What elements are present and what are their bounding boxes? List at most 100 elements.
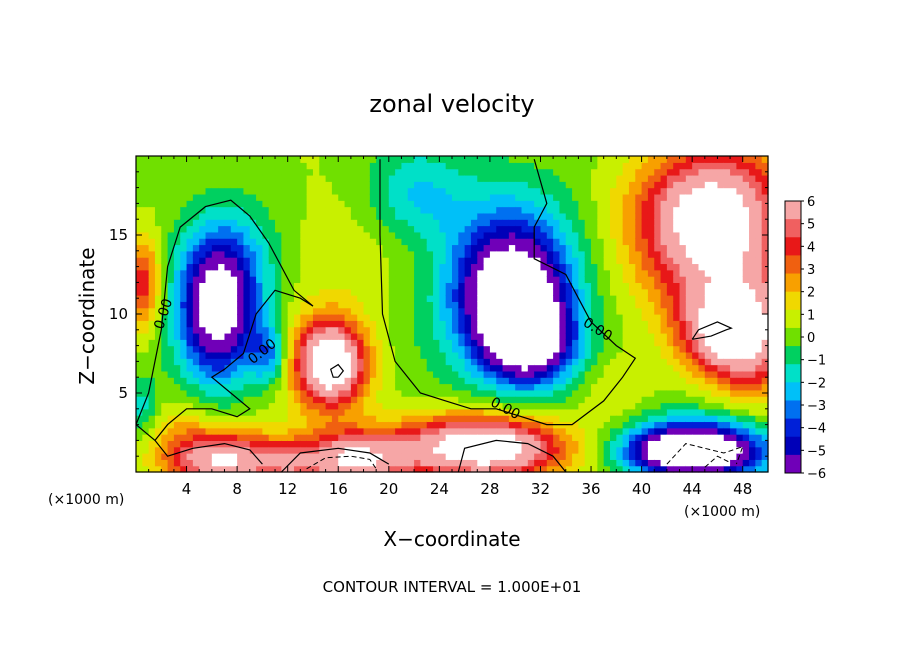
heatmap-cell: [692, 288, 700, 296]
heatmap-cell: [376, 257, 384, 265]
heatmap-cell: [616, 434, 624, 441]
heatmap-cell: [534, 326, 542, 334]
heatmap-cell: [628, 295, 636, 302]
heatmap-cell: [287, 181, 295, 189]
heatmap-cell: [357, 244, 365, 252]
heatmap-cell: [211, 396, 219, 404]
heatmap-cell: [723, 295, 731, 302]
heatmap-cell: [256, 288, 263, 296]
heatmap-cell: [369, 187, 377, 195]
heatmap-cell: [338, 326, 346, 334]
heatmap-cell: [275, 320, 282, 328]
heatmap-cell: [173, 301, 181, 309]
heatmap-cell: [641, 326, 649, 334]
heatmap-cell: [268, 244, 276, 252]
heatmap-cell: [584, 358, 592, 366]
heatmap-cell: [136, 332, 143, 340]
heatmap-cell: [698, 465, 706, 473]
heatmap-cell: [610, 263, 617, 271]
heatmap-cell: [350, 231, 358, 239]
heatmap-cell: [395, 200, 403, 208]
heatmap-cell: [723, 282, 731, 290]
heatmap-cell: [502, 257, 510, 265]
heatmap-cell: [742, 231, 750, 239]
heatmap-cell: [749, 314, 756, 321]
heatmap-cell: [483, 212, 491, 220]
heatmap-cell: [382, 370, 390, 378]
heatmap-cell: [433, 351, 440, 359]
heatmap-cell: [395, 225, 403, 233]
heatmap-cell: [180, 396, 188, 404]
heatmap-cell: [704, 383, 712, 391]
heatmap-cell: [376, 314, 384, 321]
heatmap-cell: [439, 326, 447, 334]
heatmap-cell: [464, 421, 472, 429]
heatmap-cell: [546, 326, 554, 334]
heatmap-cell: [148, 200, 156, 208]
heatmap-cell: [553, 326, 561, 334]
heatmap-cell: [654, 427, 662, 435]
heatmap-cell: [148, 301, 156, 309]
heatmap-cell: [142, 212, 150, 220]
heatmap-cell: [591, 326, 598, 334]
heatmap-cell: [559, 156, 567, 163]
heatmap-cell: [142, 174, 150, 182]
heatmap-cell: [237, 193, 245, 201]
heatmap-cell: [660, 389, 668, 397]
heatmap-cell: [755, 168, 763, 176]
heatmap-cell: [142, 206, 150, 214]
heatmap-cell: [319, 377, 327, 385]
heatmap-cell: [610, 225, 617, 233]
heatmap-cell: [338, 244, 346, 252]
heatmap-cell: [445, 465, 453, 473]
heatmap-cell: [711, 162, 719, 170]
heatmap-cell: [458, 389, 466, 397]
heatmap-cell: [281, 421, 289, 429]
heatmap-cell: [464, 415, 472, 423]
heatmap-cell: [723, 364, 731, 372]
heatmap-cell: [218, 200, 226, 208]
heatmap-cell: [761, 269, 769, 277]
heatmap-cell: [211, 320, 219, 328]
heatmap-cell: [249, 257, 257, 265]
heatmap-cell: [527, 244, 535, 252]
heatmap-cell: [730, 295, 737, 302]
heatmap-cell: [382, 421, 390, 429]
heatmap-cell: [395, 307, 403, 315]
heatmap-cell: [350, 339, 358, 347]
heatmap-cell: [717, 263, 725, 271]
heatmap-cell: [325, 168, 333, 176]
heatmap-cell: [616, 351, 624, 359]
heatmap-cell: [565, 206, 573, 214]
heatmap-cell: [452, 288, 459, 296]
heatmap-cell: [420, 263, 428, 271]
heatmap-cell: [717, 282, 725, 290]
heatmap-cell: [420, 377, 428, 385]
heatmap-cell: [167, 257, 175, 265]
heatmap-cell: [275, 339, 282, 347]
heatmap-cell: [439, 238, 447, 246]
heatmap-cell: [591, 402, 598, 410]
heatmap-cell: [527, 389, 535, 397]
heatmap-cell: [237, 434, 245, 441]
heatmap-cell: [452, 332, 459, 340]
heatmap-cell: [553, 370, 561, 378]
heatmap-cell: [470, 263, 478, 271]
heatmap-cell: [262, 257, 270, 265]
heatmap-cell: [338, 156, 346, 163]
heatmap-cell: [136, 156, 143, 163]
heatmap-cell: [527, 370, 535, 378]
heatmap-cell: [331, 206, 339, 214]
heatmap-cell: [382, 168, 390, 176]
heatmap-cell: [749, 244, 756, 252]
heatmap-cell: [407, 238, 415, 246]
heatmap-cell: [230, 465, 238, 473]
heatmap-cell: [458, 263, 466, 271]
heatmap-cell: [433, 244, 440, 252]
heatmap-cell: [154, 219, 162, 227]
heatmap-cell: [572, 276, 579, 283]
heatmap-cell: [357, 332, 365, 340]
heatmap-cell: [237, 396, 245, 404]
heatmap-cell: [395, 174, 403, 182]
heatmap-cell: [749, 446, 756, 454]
